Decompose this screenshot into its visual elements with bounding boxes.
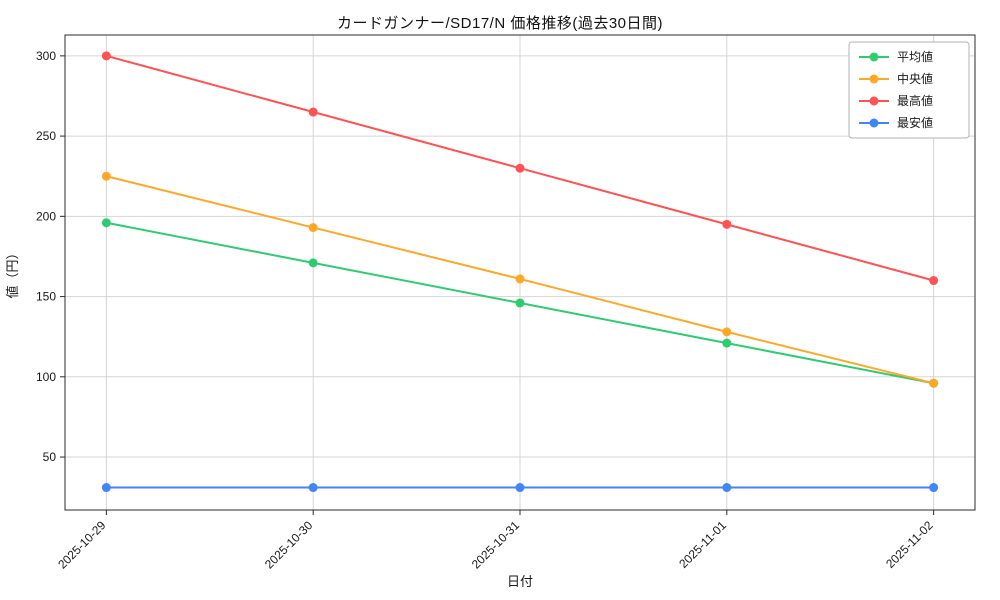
y-tick-label: 50: [43, 450, 57, 464]
y-tick-label: 200: [36, 209, 56, 223]
legend-marker: [869, 74, 879, 84]
data-point: [722, 327, 732, 337]
data-point: [308, 223, 318, 233]
data-point: [722, 483, 732, 493]
legend-box: [848, 41, 970, 139]
data-point: [308, 483, 318, 493]
x-axis-label: 日付: [507, 574, 533, 589]
legend-label: 平均値: [897, 49, 933, 64]
axis-ticks: 50 100 150 200 250 300 2025-10-29 2025-10-30 202…: [36, 49, 936, 572]
axis-labels: 日付 値（円）: [5, 246, 533, 589]
data-point: [515, 298, 525, 308]
legend-marker: [869, 96, 879, 106]
legend-label: 最安値: [897, 115, 933, 130]
legend-marker: [869, 118, 879, 128]
y-tick-label: 250: [36, 129, 56, 143]
legend-label: 中央値: [897, 71, 933, 86]
x-tick-label: 2025-11-01: [676, 518, 729, 571]
series-1: [101, 171, 939, 388]
y-tick-label: 100: [36, 370, 56, 384]
y-tick-label: 150: [36, 290, 56, 304]
grid-lines: [65, 35, 975, 510]
x-tick-label: 2025-11-02: [883, 518, 936, 571]
data-point: [722, 219, 732, 229]
data-point: [101, 218, 111, 228]
data-point: [308, 107, 318, 117]
data-point: [101, 171, 111, 181]
chart-title: カードガンナー/SD17/N 価格推移(過去30日間): [336, 15, 664, 32]
legend-marker: [869, 52, 879, 62]
data-point: [515, 483, 525, 493]
x-tick-label: 2025-10-29: [55, 518, 109, 572]
y-axis-label: 値（円）: [5, 246, 20, 298]
x-tick-label: 2025-10-31: [469, 518, 523, 572]
data-point: [722, 338, 732, 348]
series-2: [101, 51, 939, 286]
data-point: [308, 258, 318, 268]
data-point: [929, 276, 939, 286]
data-point: [515, 274, 525, 284]
series-3: [101, 483, 939, 493]
data-point: [515, 163, 525, 173]
data-point: [101, 483, 111, 493]
data-point: [929, 483, 939, 493]
data-point: [101, 51, 111, 61]
data-point: [929, 378, 939, 388]
legend-label: 最高値: [897, 93, 933, 108]
x-tick-label: 2025-10-30: [262, 518, 316, 572]
y-tick-label: 300: [36, 49, 56, 63]
